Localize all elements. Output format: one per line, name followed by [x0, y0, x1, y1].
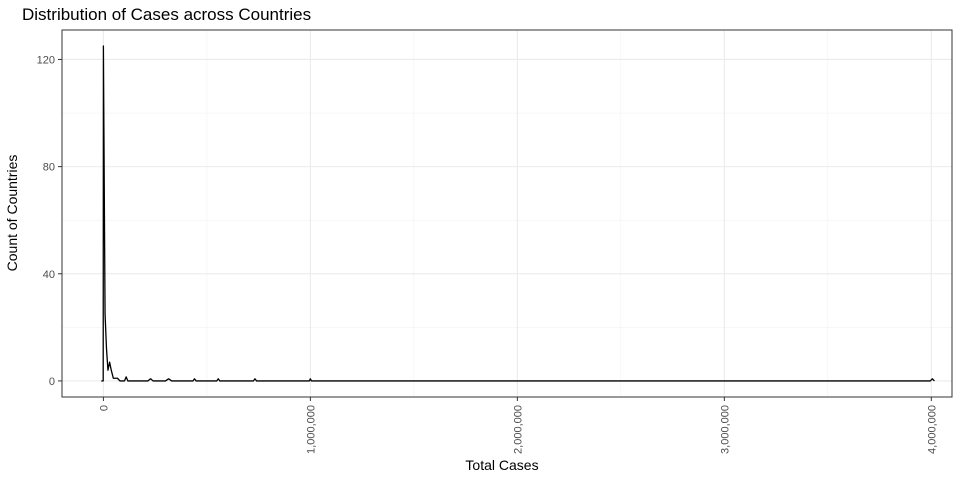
grid: [62, 30, 952, 397]
y-tick-label: 120: [37, 54, 55, 66]
panel-border: [61, 29, 953, 398]
series-layer: [101, 45, 935, 382]
x-tick-label: 4,000,000: [926, 405, 938, 454]
chart-title: Distribution of Cases across Countries: [22, 5, 311, 24]
y-tick-label: 40: [43, 269, 55, 281]
density-line: [101, 45, 935, 382]
x-axis: 0 1,000,000 2,000,000 3,000,000 4,000,000: [98, 397, 938, 454]
y-axis: 0 40 80 120: [37, 54, 62, 388]
x-axis-title: Total Cases: [465, 457, 538, 473]
x-tick-label: 1,000,000: [305, 405, 317, 454]
y-tick-label: 0: [49, 376, 55, 388]
x-tick-label: 0: [98, 405, 110, 411]
y-tick-label: 80: [43, 162, 55, 174]
x-tick-label: 2,000,000: [512, 405, 524, 454]
x-tick-label: 3,000,000: [719, 405, 731, 454]
y-axis-title: Count of Countries: [4, 155, 20, 272]
